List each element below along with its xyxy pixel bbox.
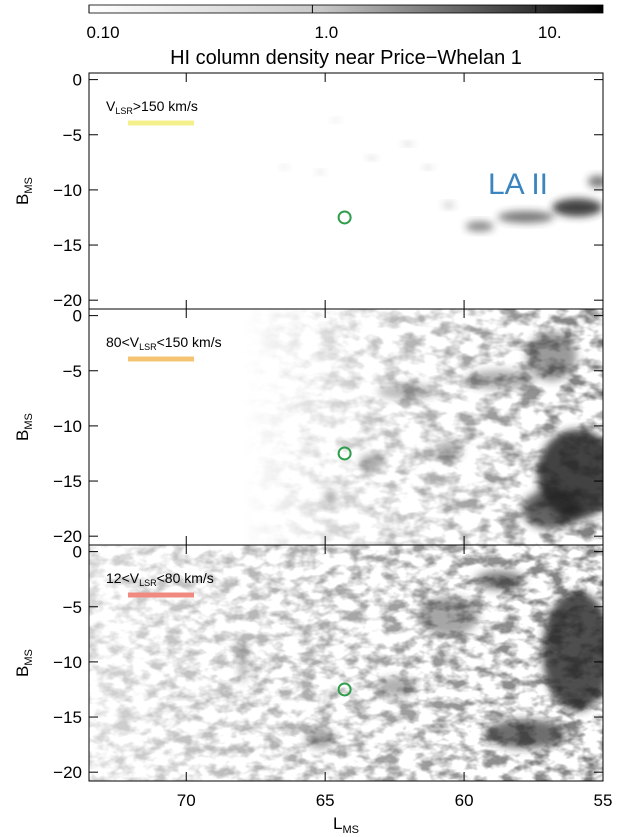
blob [465, 221, 494, 232]
blob [485, 718, 566, 749]
blob [552, 198, 603, 217]
y-tick-label: −20 [53, 291, 82, 310]
y-tick-label: −5 [63, 126, 82, 145]
colorbar-tick-label: 10. [538, 23, 562, 42]
velocity-label-v: V [106, 98, 116, 114]
marker [337, 682, 352, 697]
blob [238, 643, 249, 683]
velocity-label-post: <150 km/s [157, 334, 222, 350]
blob [377, 383, 438, 400]
y-label-sub: MS [23, 649, 35, 666]
y-tick-label: −10 [53, 417, 82, 436]
marker [337, 446, 352, 461]
velocity-label-pre: 80< [106, 334, 130, 350]
blob [331, 118, 340, 123]
y-axis-label: BMS [13, 413, 35, 441]
velocity-label-post: <80 km/s [157, 570, 214, 586]
y-tick-label: −10 [53, 653, 82, 672]
panel: 0 −5 −10 −15 −20 70 65 60 55 BMS 12<VLSR<80 km/s [13, 543, 612, 810]
velocity-label-v: V [130, 570, 140, 586]
velocity-label: 80<VLSR<150 km/s [106, 334, 222, 352]
x-tick-label: 55 [594, 791, 613, 810]
noise [89, 309, 603, 545]
y-tick-label: −15 [53, 472, 82, 491]
velocity-label-sub: LSR [115, 106, 133, 116]
y-tick-label: −15 [53, 236, 82, 255]
y-axis-label: BMS [13, 649, 35, 677]
blob [359, 454, 384, 471]
blob [280, 165, 289, 170]
velocity-label-post: >150 km/s [133, 98, 198, 114]
blob [324, 489, 337, 506]
x-axis-label: LMS [333, 814, 359, 836]
y-label-main: B [13, 194, 32, 205]
velocity-label: 12<VLSR<80 km/s [106, 570, 214, 588]
density-image [89, 545, 603, 781]
marker [337, 210, 352, 225]
x-label-sub: MS [342, 824, 359, 836]
y-tick-label: −15 [53, 708, 82, 727]
panel: 0 −5 −10 −15 −20 BMS VLSR>150 km/s LA II [13, 71, 604, 310]
blob [475, 570, 526, 591]
y-tick-label: 0 [73, 307, 82, 326]
annotation: LA II [488, 168, 548, 201]
velocity-label-v: V [130, 334, 140, 350]
blob [497, 210, 554, 223]
velocity-label: VLSR>150 km/s [106, 98, 198, 116]
blob [465, 369, 536, 390]
x-tick-label: 65 [316, 791, 335, 810]
y-tick-label: 0 [73, 543, 82, 562]
velocity-label-sub: LSR [139, 578, 157, 588]
y-tick-label: −5 [63, 598, 82, 617]
blob [587, 175, 603, 188]
blob [316, 170, 325, 175]
panel: 0 −5 −10 −15 −20 BMS 80<VLSR<150 km/s [13, 307, 604, 546]
y-label-main: B [13, 430, 32, 441]
y-label-main: B [13, 666, 32, 677]
y-label-sub: MS [23, 413, 35, 430]
y-tick-label: −5 [63, 362, 82, 381]
chart-title: HI column density near Price−Whelan 1 [170, 47, 522, 69]
y-label-sub: MS [23, 177, 35, 194]
blob [434, 440, 463, 461]
blob [401, 141, 414, 146]
x-tick-label: 70 [177, 791, 196, 810]
blob [423, 165, 434, 170]
blob [377, 676, 418, 697]
blob [305, 728, 336, 749]
density-image [89, 309, 603, 545]
colorbar-tick-label: 1.0 [315, 23, 339, 42]
colorbar-tick-label: 0.10 [86, 23, 119, 42]
x-label-main: L [333, 814, 342, 833]
y-tick-label: −20 [53, 527, 82, 546]
blob [526, 331, 577, 382]
velocity-label-sub: LSR [139, 342, 157, 352]
y-tick-label: −10 [53, 181, 82, 200]
blob [418, 595, 479, 636]
blob [366, 155, 377, 160]
panel-frame [88, 544, 604, 782]
colorbar [88, 4, 604, 14]
blob [442, 202, 455, 209]
y-tick-label: 0 [73, 71, 82, 90]
y-tick-label: −20 [53, 763, 82, 782]
y-axis-label: BMS [13, 177, 35, 205]
x-tick-label: 60 [455, 791, 474, 810]
blob [521, 489, 582, 530]
density-image [280, 118, 603, 232]
blob [542, 591, 603, 712]
velocity-label-pre: 12< [106, 570, 130, 586]
